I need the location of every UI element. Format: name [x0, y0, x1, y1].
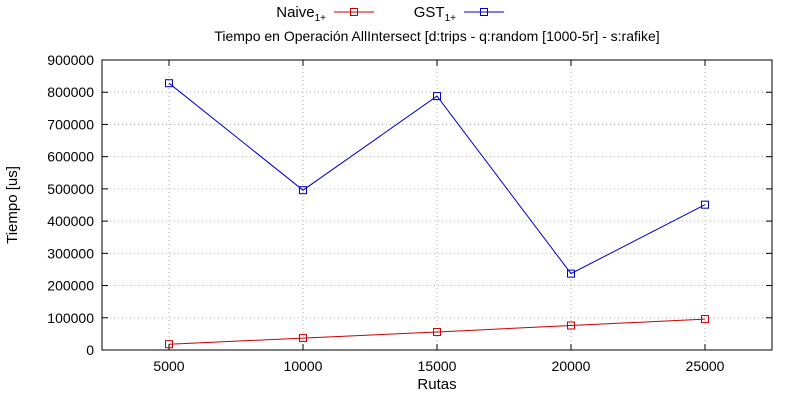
data-point — [165, 79, 173, 88]
legend-marker — [480, 8, 488, 16]
x-tick-label: 25000 — [686, 358, 725, 374]
data-point — [165, 340, 173, 349]
series-line-naive — [168, 318, 706, 345]
y-tick-label: 100000 — [47, 310, 94, 326]
legend-label: Naive1+ — [276, 4, 326, 24]
y-tick-label: 700000 — [47, 116, 94, 132]
y-tick-label: 400000 — [47, 213, 94, 229]
chart-title: Tiempo en Operación AllIntersect [d:trip… — [214, 28, 659, 44]
axis-ticks: 0 100000 200000 300000 400000 500000 600000 700… — [47, 52, 772, 374]
legend-entry-gst: GST1+ — [414, 4, 504, 24]
data-point — [701, 315, 709, 324]
y-axis-title: Tiempo [us] — [4, 166, 21, 244]
y-tick-label: 900000 — [47, 52, 94, 68]
series-gst — [165, 79, 709, 278]
data-point — [433, 92, 441, 101]
data-point — [567, 321, 575, 330]
y-tick-label: 500000 — [47, 181, 94, 197]
y-tick-label: 600000 — [47, 149, 94, 165]
x-tick-label: 15000 — [418, 358, 457, 374]
series-lines — [165, 79, 709, 349]
x-tick-label: 20000 — [552, 358, 591, 374]
series-line-gst — [168, 82, 706, 275]
y-tick-label: 300000 — [47, 245, 94, 261]
y-tick-label: 800000 — [47, 84, 94, 100]
data-point — [299, 186, 307, 195]
y-tick-label: 0 — [86, 342, 94, 358]
legend: Naive1+ GST1+ — [276, 4, 504, 24]
legend-label: GST1+ — [414, 4, 456, 24]
y-tick-label: 200000 — [47, 278, 94, 294]
x-axis-title: Rutas — [417, 376, 456, 393]
x-tick-label: 5000 — [153, 358, 184, 374]
data-point — [567, 269, 575, 278]
legend-entry-naive: Naive1+ — [276, 4, 374, 24]
x-tick-label: 10000 — [284, 358, 323, 374]
data-point — [701, 200, 709, 209]
series-naive — [165, 315, 709, 349]
grid — [102, 60, 772, 350]
data-point — [299, 334, 307, 343]
data-point — [433, 327, 441, 336]
legend-marker — [350, 8, 358, 16]
